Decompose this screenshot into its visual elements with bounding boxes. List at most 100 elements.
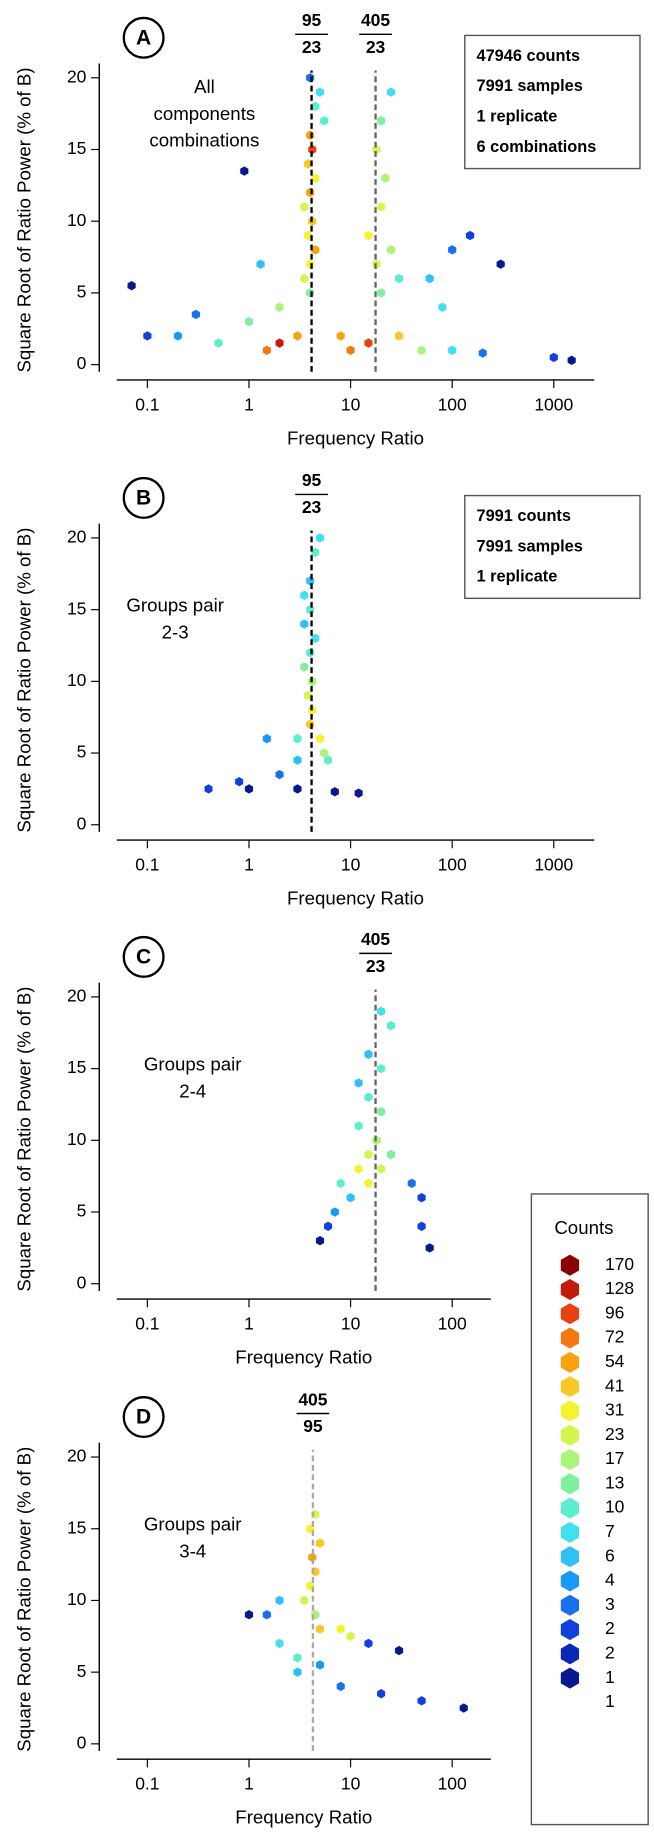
hex-bin xyxy=(311,101,320,112)
panel-circle xyxy=(122,476,165,519)
y-tick-label: 20 xyxy=(67,1446,87,1466)
y-tick-label: 15 xyxy=(67,1517,86,1537)
hex-bin xyxy=(320,748,329,758)
hex-bin xyxy=(386,1020,396,1031)
panel: 0.1 1 10 100 1000 0 5 10 15 20 Frequency Ratio Squa… xyxy=(14,470,641,909)
y-tick-label: 10 xyxy=(67,1129,87,1149)
x-tick-label: 1000 xyxy=(534,394,573,414)
legend-swatch xyxy=(560,1449,580,1471)
y-axis-label: Square Root of Ratio Power (% of B) xyxy=(14,528,35,833)
annotation: 2-4 xyxy=(179,1080,206,1101)
legend-label: 6 xyxy=(605,1545,615,1565)
legend: Counts 170 128 96 72 54 41 31 23 17 13 10 7 6 4 3 2 2 1 1 xyxy=(530,1193,649,1826)
x-tick-label: 1 xyxy=(244,394,254,414)
info-line: 47946 counts xyxy=(476,47,580,65)
y-tick-label: 10 xyxy=(67,210,87,230)
legend-label: 13 xyxy=(605,1472,624,1492)
annotation: Groups pair xyxy=(144,1053,242,1074)
y-tick-label: 20 xyxy=(67,986,87,1006)
hex-bin xyxy=(303,690,312,701)
hex-bin xyxy=(311,245,320,255)
hex-bin xyxy=(244,1610,254,1620)
ratio-denominator: 23 xyxy=(302,497,322,517)
hex-bin xyxy=(336,1178,345,1188)
legend-swatch xyxy=(560,1546,580,1568)
hex-bin xyxy=(381,173,390,183)
x-tick-label: 100 xyxy=(438,394,467,414)
ratio-denominator: 23 xyxy=(302,37,322,57)
legend-swatch xyxy=(560,1400,580,1422)
legend-label: 72 xyxy=(605,1327,624,1347)
hex-bin xyxy=(377,1689,386,1699)
annotation: 3-4 xyxy=(179,1540,206,1561)
hex-bin xyxy=(377,1164,386,1174)
hex-bin xyxy=(300,1595,309,1606)
y-tick-label: 5 xyxy=(77,1661,87,1681)
hex-bin xyxy=(275,302,284,312)
annotation: All xyxy=(194,76,215,97)
hex-bin xyxy=(425,273,434,284)
hex-bin xyxy=(262,345,271,355)
hex-bin xyxy=(394,331,404,341)
y-tick-label: 10 xyxy=(67,670,87,690)
hex-bin xyxy=(127,281,136,291)
y-tick-label: 5 xyxy=(77,282,87,302)
hex-bin xyxy=(346,1193,355,1203)
x-tick-label: 10 xyxy=(341,854,361,874)
x-tick-label: 100 xyxy=(438,854,467,874)
hex-bin xyxy=(275,1595,284,1606)
hex-bin xyxy=(293,331,302,341)
x-axis-label: Frequency Ratio xyxy=(235,1807,372,1828)
hex-bin xyxy=(293,734,302,744)
hex-bin xyxy=(330,1207,339,1217)
legend-swatch xyxy=(560,1619,580,1641)
info-line: 1 replicate xyxy=(476,568,557,586)
hex-bin xyxy=(320,116,329,126)
hex-bin xyxy=(300,619,309,629)
hex-bin xyxy=(496,259,505,269)
info-line: 7991 samples xyxy=(476,537,582,555)
hex-bin xyxy=(303,159,312,169)
legend-label: 2 xyxy=(605,1642,615,1662)
info-box xyxy=(464,34,641,170)
hex-bin xyxy=(315,1660,325,1670)
hex-bin xyxy=(364,230,373,241)
x-axis-label: Frequency Ratio xyxy=(287,427,424,448)
panel: 0.1 1 10 100 1000 0 5 10 15 20 Frequency Ratio Squa… xyxy=(14,10,641,448)
hex-bin xyxy=(425,1243,434,1253)
hex-bin xyxy=(300,273,309,284)
panel-letter: B xyxy=(136,487,151,510)
info-line: 7991 samples xyxy=(476,77,582,95)
y-tick-label: 15 xyxy=(67,598,86,618)
hex-bin xyxy=(330,787,339,797)
hex-bin xyxy=(293,784,302,794)
hex-bin xyxy=(315,1538,325,1548)
ratio-denominator: 95 xyxy=(303,1416,323,1436)
annotation: combinations xyxy=(149,130,259,151)
hex-bin xyxy=(300,202,309,212)
hex-bin xyxy=(438,302,447,312)
legend-swatch xyxy=(560,1254,580,1276)
hex-bin xyxy=(336,1681,345,1692)
legend-swatch xyxy=(560,1497,580,1519)
hex-bin xyxy=(386,1149,396,1160)
y-tick-label: 20 xyxy=(67,527,87,547)
hex-bin xyxy=(244,316,254,327)
legend-swatch xyxy=(560,1643,580,1665)
hex-bin xyxy=(293,755,302,765)
ratio-denominator: 23 xyxy=(366,37,386,57)
hex-bin xyxy=(549,352,558,363)
legend-swatch xyxy=(560,1667,580,1689)
panel-letter: D xyxy=(136,1406,151,1429)
hex-bin xyxy=(306,288,315,298)
x-tick-label: 100 xyxy=(438,1313,467,1333)
hex-bin xyxy=(465,230,475,241)
x-tick-label: 10 xyxy=(341,1774,361,1794)
hex-bin xyxy=(306,576,315,586)
hex-bin xyxy=(300,662,309,672)
hex-bin xyxy=(567,355,576,366)
hex-bin xyxy=(346,1631,355,1642)
legend-label: 31 xyxy=(605,1400,624,1420)
hex-bin xyxy=(315,734,325,744)
hex-bin xyxy=(143,331,152,341)
